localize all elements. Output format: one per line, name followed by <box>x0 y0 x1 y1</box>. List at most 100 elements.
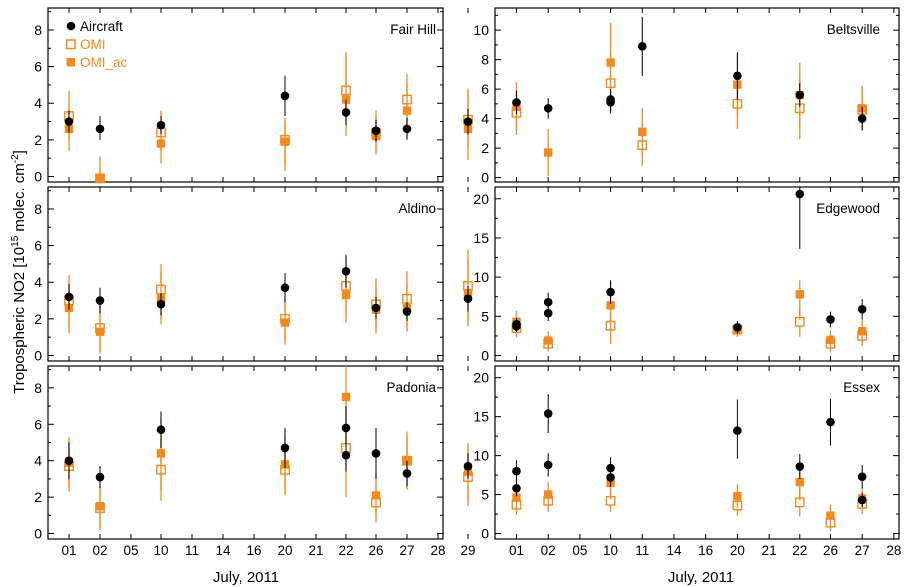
omi-ac-point <box>606 58 615 67</box>
omi-ac-point <box>512 493 521 502</box>
omi-ac-point <box>95 502 105 511</box>
aircraft-point <box>512 322 521 331</box>
panel-frame <box>494 186 900 362</box>
aircraft-point <box>463 461 473 471</box>
x-tick-label: 16 <box>698 543 713 558</box>
aircraft-point <box>64 456 74 465</box>
aircraft-point <box>795 189 805 199</box>
legend-omi-ac-label: OMI_ac <box>80 55 128 70</box>
x-tick-label: 16 <box>246 543 261 558</box>
aircraft-point <box>64 117 74 126</box>
x-axis-label-right: July, 2011 <box>668 569 734 586</box>
omi-ac-point <box>280 318 290 327</box>
panel-title: Fair Hill <box>390 22 436 37</box>
series-omi <box>64 55 473 184</box>
panel-frame <box>47 7 444 183</box>
aircraft-point <box>795 90 805 100</box>
omi-ac-point <box>638 127 647 137</box>
y-tick-label: 2 <box>34 489 42 505</box>
x-tick-label: 11 <box>635 543 649 558</box>
panel-frame <box>494 365 900 540</box>
y-tick-label: 8 <box>34 201 42 217</box>
aircraft-point <box>280 91 290 101</box>
aircraft-point <box>341 266 351 276</box>
omi-ac-point <box>795 477 804 487</box>
aircraft-point <box>371 449 381 458</box>
aircraft-point <box>637 42 647 51</box>
omi-ac-point <box>341 290 351 300</box>
y-tick-label: 6 <box>34 416 42 432</box>
aircraft-point <box>512 466 521 476</box>
aircraft-point <box>280 443 290 453</box>
aircraft-point <box>95 472 105 482</box>
aircraft-point <box>95 124 105 134</box>
y-tick-label: 6 <box>481 81 489 97</box>
panel-edgewood: Edgewood 0 5 10 15 20 <box>473 186 900 364</box>
legend-omi-label: OMI <box>80 37 106 52</box>
legend-omi-marker <box>65 39 76 50</box>
panel-frame <box>494 7 900 183</box>
x-tick-label: 20 <box>277 543 292 558</box>
x-tick-label: 27 <box>855 543 870 558</box>
omi-ac-point <box>402 106 412 115</box>
omi-ac-point <box>826 335 835 345</box>
aircraft-point <box>733 426 742 435</box>
omi-ac-point <box>371 491 381 500</box>
aircraft-point <box>826 315 835 324</box>
series-omi <box>64 249 473 352</box>
x-tick-label: 11 <box>185 543 199 558</box>
panel-title: Beltsville <box>827 22 880 37</box>
series-omi-ac <box>512 280 867 351</box>
y-tick-label: 4 <box>34 274 42 290</box>
aircraft-point <box>156 120 166 130</box>
panel-title: Edgewood <box>816 201 880 216</box>
panel-title: Essex <box>843 380 880 395</box>
aircraft-point <box>606 98 615 107</box>
panel-essex: Essex05101520010205101114162021222627282… <box>473 365 901 558</box>
series-aircraft <box>64 406 473 489</box>
omi-ac-point <box>826 511 835 520</box>
omi-ac-point <box>795 290 804 299</box>
x-tick-label: 26 <box>368 543 383 558</box>
aircraft-point <box>402 307 412 316</box>
x-tick-label: 21 <box>762 543 777 558</box>
aircraft-point <box>543 297 553 307</box>
x-tick-label: 22 <box>338 543 353 558</box>
panel-frame <box>47 186 444 362</box>
series-omi <box>511 306 868 353</box>
series-aircraft <box>64 254 473 321</box>
y-tick-label: 2 <box>34 311 42 327</box>
x-tick-label: 02 <box>92 543 107 558</box>
panel-fair-hill: Fair Hill 0 2 4 6 8 <box>34 7 473 185</box>
aircraft-point <box>857 304 867 314</box>
legend-omi-ac-marker <box>66 58 75 67</box>
omi-ac-point <box>857 327 867 336</box>
aircraft-point <box>156 425 166 435</box>
aircraft-point <box>341 450 351 460</box>
omi-ac-point <box>280 137 290 146</box>
aircraft-point <box>341 423 351 433</box>
series-omi-ac <box>64 260 473 354</box>
y-tick-label: 4 <box>481 111 489 127</box>
series-omi-ac <box>64 51 473 183</box>
aircraft-point <box>402 469 412 478</box>
series-omi <box>511 488 868 532</box>
aircraft-point <box>543 409 553 418</box>
aircraft-point <box>826 417 835 427</box>
series-aircraft <box>64 75 473 142</box>
y-tick-label: 0 <box>34 348 42 364</box>
x-tick-label: 22 <box>792 543 807 558</box>
aircraft-point <box>543 103 553 113</box>
x-tick-label: 27 <box>399 543 414 558</box>
y-tick-label: 0 <box>34 169 42 185</box>
y-tick-label: 10 <box>473 448 489 464</box>
panel-aldino: Aldino 0 2 4 6 8 <box>34 186 473 364</box>
aircraft-point <box>64 292 74 302</box>
y-tick-label: 2 <box>34 132 42 148</box>
legend-aircraft-marker <box>66 21 76 31</box>
panel-frame <box>47 365 444 540</box>
y-tick-label: 15 <box>473 409 489 425</box>
x-tick-label: 01 <box>509 543 524 558</box>
